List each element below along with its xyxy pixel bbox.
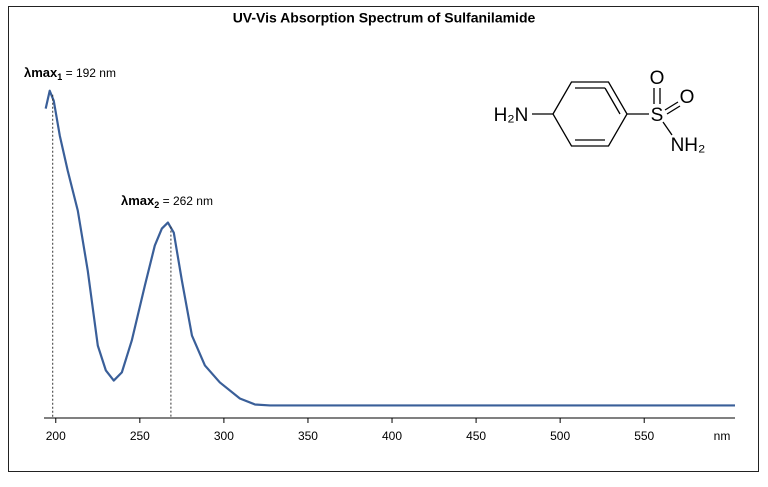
x-tick-label: 400: [382, 429, 402, 443]
atom-label: NH₂: [671, 135, 706, 156]
frame: [8, 6, 759, 472]
spectrum-line: [44, 89, 735, 407]
x-tick-label: 500: [550, 429, 570, 443]
annotation: λmax1 = 192 nm: [24, 65, 116, 82]
x-tick-label: 550: [634, 429, 654, 443]
annotation: λmax2 = 262 nm: [121, 193, 213, 210]
x-tick-label: 250: [130, 429, 150, 443]
annotation-subscript: 2: [154, 200, 159, 210]
annotation-symbol: λmax: [121, 193, 155, 208]
chart-title: UV-Vis Absorption Spectrum of Sulfanilam…: [233, 10, 536, 26]
atom-label: H₂N: [494, 105, 529, 126]
x-axis-label: nm: [714, 429, 731, 443]
atom-label: O: [680, 87, 695, 108]
x-tick-label: 450: [466, 429, 486, 443]
atom-label: O: [650, 68, 665, 89]
atom-label: S: [651, 105, 664, 126]
x-tick-label: 350: [298, 429, 318, 443]
molecule: [532, 81, 681, 147]
x-tick-label: 200: [46, 429, 66, 443]
annotation-symbol: λmax: [24, 65, 58, 80]
annotation-text: = 192 nm: [62, 66, 116, 80]
annotation-text: = 262 nm: [159, 194, 213, 208]
annotation-subscript: 1: [57, 72, 62, 82]
x-tick-label: 300: [214, 429, 234, 443]
